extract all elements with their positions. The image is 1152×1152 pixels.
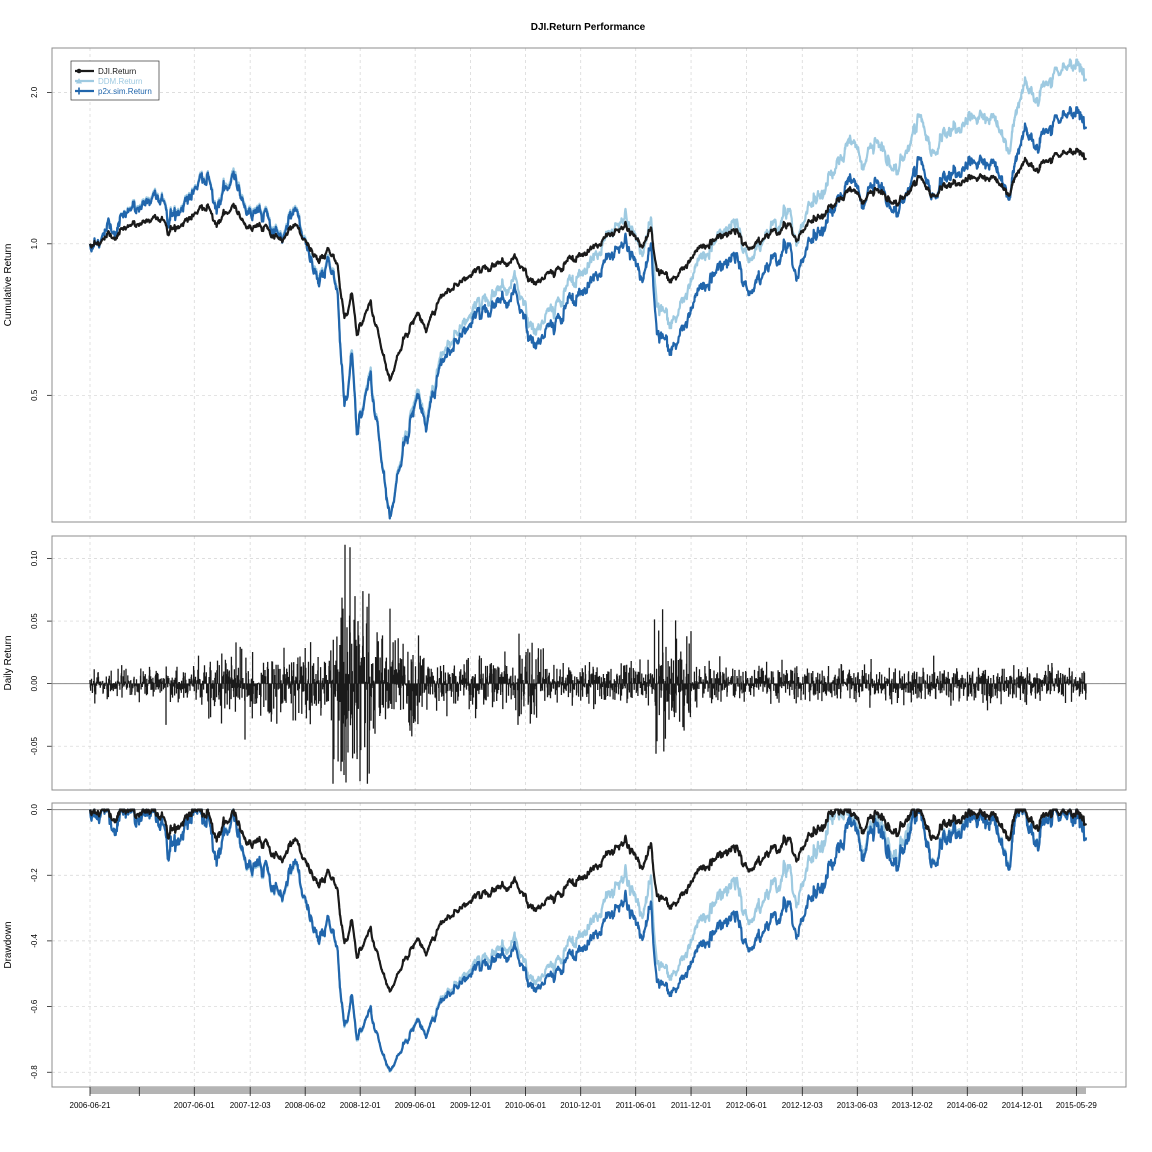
drawdown-y-axis-label: Drawdown: [3, 921, 14, 968]
x-tick-label: 2012-12-03: [782, 1101, 823, 1110]
drawdown-panel: -0.8 -0.6 -0.4 -0.2 0.0 Drawdown: [3, 802, 1127, 1088]
x-tick-label: 2015-05-29: [1056, 1101, 1097, 1110]
x-axis-ticks: 2006-06-21 2007-06-01 2007-12-03 2008-06-02…: [70, 1087, 1097, 1110]
legend-marker-dji: [76, 68, 82, 74]
cumulative-series: [88, 58, 1088, 520]
x-tick-label: 2013-12-02: [892, 1101, 933, 1110]
y-tick-label: 2.0: [30, 86, 39, 98]
y-tick-label: -0.6: [30, 999, 39, 1013]
daily-plot-frame: [51, 535, 1127, 791]
drawdown-y-ticks: -0.8 -0.6 -0.4 -0.2 0.0: [30, 803, 52, 1079]
cumulative-line-p2x-sim-return: [88, 106, 1088, 520]
drawdown-line-dji-return: [88, 808, 1088, 993]
y-tick-label: -0.4: [30, 933, 39, 947]
daily-return-panel: -0.05 0.00 0.05 0.10 Daily Return: [3, 535, 1127, 791]
cumulative-return-panel: 0.5 1.0 2.0 Cumulative Return DJI.Return D…: [3, 47, 1127, 523]
y-tick-label: 0.0: [30, 803, 39, 815]
x-tick-label: 2011-06-01: [616, 1101, 657, 1110]
daily-return-bars: [89, 544, 1087, 784]
x-tick-label: 2009-06-01: [395, 1101, 436, 1110]
y-tick-label: 0.05: [30, 613, 39, 629]
x-tick-label: 2009-12-01: [450, 1101, 491, 1110]
legend-item-ddm: DDM.Return: [75, 77, 142, 86]
daily-y-ticks: -0.05 0.00 0.05 0.10: [30, 550, 52, 755]
y-tick-label: -0.05: [30, 737, 39, 756]
x-tick-label: 2010-06-01: [505, 1101, 546, 1110]
x-tick-label: 2007-06-01: [174, 1101, 215, 1110]
x-tick-label: 2008-06-02: [285, 1101, 326, 1110]
x-tick-label: 2006-06-21: [70, 1101, 111, 1110]
y-tick-label: 0.10: [30, 550, 39, 566]
x-axis: 2006-06-21 2007-06-01 2007-12-03 2008-06-02…: [70, 1087, 1097, 1110]
legend-item-dji: DJI.Return: [75, 67, 136, 76]
y-tick-label: 0.00: [30, 675, 39, 691]
y-tick-label: -0.8: [30, 1065, 39, 1079]
cumulative-line-dji-return: [89, 147, 1088, 382]
daily-series: [52, 544, 1126, 784]
legend: DJI.Return DDM.Return p2x.sim.Return: [70, 60, 160, 101]
y-tick-label: -0.2: [30, 868, 39, 882]
legend-item-p2x: p2x.sim.Return: [75, 87, 152, 96]
cumulative-plot-frame: [51, 47, 1127, 523]
y-tick-label: 1.0: [30, 238, 39, 250]
x-tick-label: 2013-06-03: [837, 1101, 878, 1110]
drawdown-series: [52, 808, 1126, 1073]
drawdown-grid: [52, 803, 1126, 1087]
legend-marker-ddm: [76, 78, 82, 84]
x-tick-label: 2014-06-02: [947, 1101, 988, 1110]
x-tick-label: 2007-12-03: [230, 1101, 271, 1110]
legend-label-ddm: DDM.Return: [98, 77, 142, 86]
x-tick-label: 2010-12-01: [560, 1101, 601, 1110]
cumulative-y-axis-label: Cumulative Return: [3, 244, 14, 327]
x-tick-label: 2011-12-01: [671, 1101, 712, 1110]
legend-label-p2x: p2x.sim.Return: [98, 87, 152, 96]
y-tick-label: 0.5: [30, 389, 39, 401]
cumulative-y-ticks: 0.5 1.0 2.0: [30, 86, 52, 401]
x-tick-label: 2012-06-01: [726, 1101, 767, 1110]
legend-label-dji: DJI.Return: [98, 67, 136, 76]
x-tick-label: 2008-12-01: [340, 1101, 381, 1110]
x-axis-period-bar: [90, 1087, 1086, 1094]
x-tick-label: 2014-12-01: [1002, 1101, 1043, 1110]
cumulative-grid: [52, 48, 1126, 522]
daily-y-axis-label: Daily Return: [3, 635, 14, 690]
chart-title: DJI.Return Performance: [531, 22, 646, 33]
drawdown-line-p2x-sim-return: [88, 808, 1088, 1072]
